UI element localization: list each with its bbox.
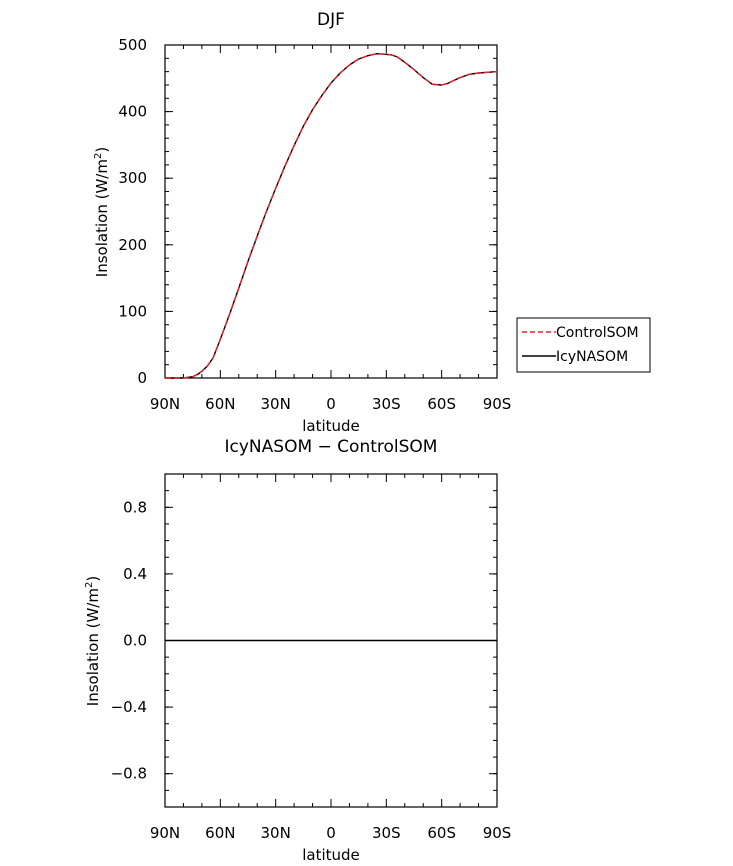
x-tick-label: 90S (483, 824, 512, 842)
x-tick-label: 30S (372, 395, 401, 413)
bottom-y-label-sup: 2 (84, 582, 95, 588)
x-tick-label: 30S (372, 824, 401, 842)
top-lines (165, 53, 498, 379)
top-plot-frame (164, 44, 498, 379)
y-tick-label: 300 (118, 169, 147, 187)
x-tick-label: 60S (427, 395, 456, 413)
bottom-x-axis-label: latitude (302, 846, 360, 864)
bottom-title: IcyNASOM − ControlSOM (225, 437, 438, 457)
y-tick-label: 0.0 (123, 632, 147, 650)
y-tick-label: 100 (118, 302, 147, 320)
top-ticks: 90N 60N 30N 0 30S 60S 90S 0 100 200 300 400 500 (118, 36, 511, 413)
legend: ControlSOM IcyNASOM (516, 317, 651, 373)
x-tick-label: 30N (261, 824, 291, 842)
y-tick-label: −0.8 (111, 765, 147, 783)
legend-label-icynasom: IcyNASOM (556, 349, 628, 365)
top-y-label-end: ) (93, 147, 111, 153)
y-tick-label: 0 (137, 369, 147, 387)
series-line-controlsom (165, 53, 498, 379)
top-y-label-main: Insolation (W/m (93, 159, 111, 277)
x-tick-label: 0 (326, 395, 336, 413)
legend-box (516, 317, 651, 373)
x-tick-label: 30N (261, 395, 291, 413)
y-tick-label: 500 (118, 36, 147, 54)
x-tick-label: 60S (427, 824, 456, 842)
x-tick-label: 60N (205, 824, 235, 842)
top-y-axis-label: Insolation (W/m2) (93, 147, 111, 277)
x-tick-label: 90S (483, 395, 512, 413)
top-title: DJF (317, 10, 345, 30)
x-tick-label: 60N (205, 395, 235, 413)
bottom-y-label-end: ) (84, 576, 102, 582)
y-tick-label: 400 (118, 103, 147, 121)
bottom-y-label-main: Insolation (W/m (84, 588, 102, 706)
bottom-panel: IcyNASOM − ControlSOM 90N 60N 30N 0 30S 60S 90… (84, 437, 511, 864)
y-tick-label: 200 (118, 236, 147, 254)
x-tick-label: 90N (150, 824, 180, 842)
top-y-label-sup: 2 (93, 153, 104, 159)
bottom-y-axis-label: Insolation (W/m2) (84, 576, 102, 706)
y-tick-label: −0.4 (111, 698, 147, 716)
x-tick-label: 0 (326, 824, 336, 842)
series-line-icynasom (165, 53, 498, 379)
x-tick-label: 90N (150, 395, 180, 413)
y-tick-label: 0.4 (123, 565, 147, 583)
y-tick-label: 0.8 (123, 498, 147, 516)
legend-label-controlsom: ControlSOM (556, 325, 639, 341)
bottom-ticks: 90N 60N 30N 0 30S 60S 90S −0.8 −0.4 0.0 0.4 0.8 (111, 473, 512, 842)
top-x-axis-label: latitude (302, 417, 360, 435)
top-panel: DJF 90N 60N 30N 0 30S 60S 90S0100200300400500 … (93, 10, 651, 435)
